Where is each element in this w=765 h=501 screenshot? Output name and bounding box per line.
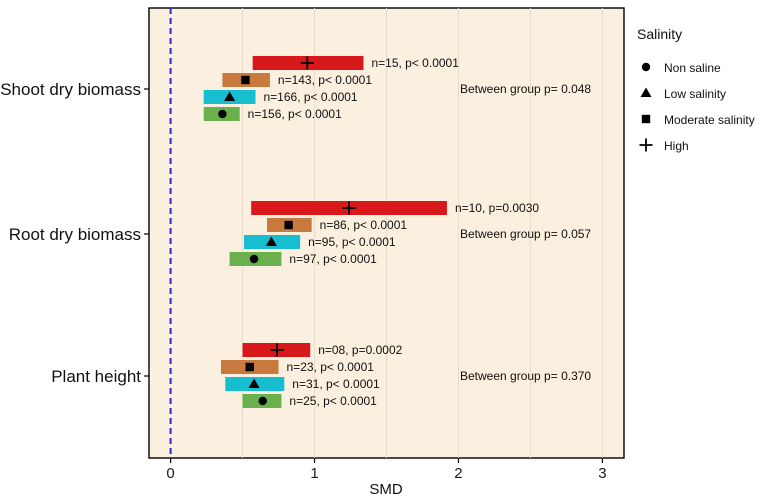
- legend-marker: [641, 114, 651, 124]
- row-annotation: n=15, p< 0.0001: [371, 56, 459, 70]
- between-group-label: Between group p= 0.370: [460, 369, 591, 383]
- legend-label: Moderate salinity: [664, 113, 755, 127]
- x-tick-label: 0: [166, 465, 174, 482]
- between-group-label: Between group p= 0.057: [460, 227, 591, 241]
- x-tick-label: 3: [598, 465, 606, 482]
- estimate-marker: [270, 343, 284, 357]
- legend-marker: [641, 62, 651, 72]
- estimate-marker: [249, 254, 259, 264]
- row-annotation: n=97, p< 0.0001: [289, 252, 377, 266]
- legend-title: Salinity: [637, 26, 682, 42]
- estimate-marker: [245, 362, 254, 372]
- row-annotation: n=31, p< 0.0001: [292, 377, 380, 391]
- x-tick-label: 1: [310, 465, 318, 482]
- x-axis-label: SMD: [369, 481, 403, 498]
- axes: 0 1 2 3 Shoot dry biomass Root dry biomass Pla…: [0, 80, 606, 482]
- legend-marker: [639, 138, 653, 152]
- row-annotation: n=10, p=0.0030: [455, 201, 539, 215]
- y-category-label: Plant height: [51, 367, 141, 386]
- estimate-marker: [218, 109, 227, 119]
- estimate-marker: [224, 91, 236, 101]
- legend-label: Non saline: [664, 61, 721, 75]
- row-annotation: n=86, p< 0.0001: [320, 218, 408, 232]
- row-annotation: n=95, p< 0.0001: [308, 235, 396, 249]
- estimate-marker: [241, 75, 250, 85]
- row-annotation: n=23, p< 0.0001: [287, 360, 375, 374]
- legend-marker: [640, 87, 652, 97]
- row-annotation: n=156, p< 0.0001: [248, 107, 342, 121]
- row-annotation: n=166, p< 0.0001: [264, 90, 358, 104]
- row-annotation: n=08, p=0.0002: [318, 343, 402, 357]
- row-annotation: n=25, p< 0.0001: [289, 394, 377, 408]
- legend: Salinity Non saline Low salinity Moderate …: [637, 26, 755, 153]
- x-tick-label: 2: [454, 465, 462, 482]
- estimate-marker: [248, 378, 260, 388]
- estimate-marker: [342, 201, 356, 215]
- estimate-marker: [300, 56, 314, 70]
- row-annotation: n=143, p< 0.0001: [278, 73, 372, 87]
- estimate-marker: [258, 396, 267, 406]
- y-category-label: Shoot dry biomass: [0, 80, 141, 99]
- between-group-label: Between group p= 0.048: [460, 82, 591, 96]
- estimate-marker: [265, 236, 277, 246]
- legend-label: High: [664, 139, 689, 153]
- legend-label: Low salinity: [664, 87, 726, 101]
- y-category-label: Root dry biomass: [9, 225, 141, 244]
- estimate-marker: [284, 220, 293, 230]
